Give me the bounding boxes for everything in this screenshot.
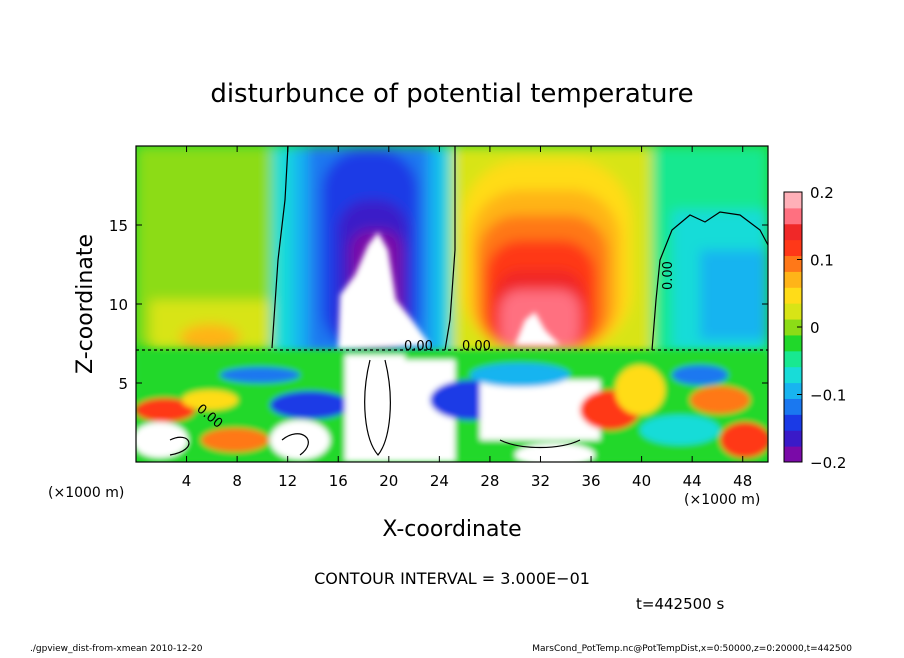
x-tick-label: 24 xyxy=(430,472,449,490)
footer-left: ./gpview_dist-from-xmean 2010-12-20 xyxy=(30,644,203,654)
colorbar xyxy=(783,191,803,463)
colorbar-tick-label: −0.1 xyxy=(810,387,846,405)
x-tick-label: 20 xyxy=(379,472,398,490)
y-tick-label: 10 xyxy=(109,296,128,314)
x-unit-right: (×1000 m) xyxy=(684,492,760,508)
contour-label: 0.00 xyxy=(462,339,491,354)
footer-right: MarsCond_PotTemp.nc@PotTempDist,x=0:5000… xyxy=(532,644,852,654)
y-tick-label: 15 xyxy=(109,217,128,235)
contour-lines xyxy=(136,146,768,456)
contour-label: 0.00 xyxy=(661,261,676,290)
x-tick-label: 32 xyxy=(531,472,550,490)
x-tick-label: 12 xyxy=(278,472,297,490)
x-tick-label: 8 xyxy=(232,472,242,490)
colorbar-swatch xyxy=(784,255,802,272)
x-tick-label: 36 xyxy=(581,472,600,490)
colorbar-swatch xyxy=(784,239,802,257)
y-tick-label: 5 xyxy=(118,375,128,393)
colorbar-ticks: 0.2 0.1 0 −0.1 −0.2 xyxy=(797,184,846,472)
colorbar-tick-label: 0.1 xyxy=(810,252,834,270)
colorbar-swatch xyxy=(784,350,802,368)
cold-core xyxy=(338,232,430,350)
colorbar-tick-label: 0.2 xyxy=(810,184,834,202)
colorbar-swatch xyxy=(784,319,802,336)
upper-field xyxy=(136,146,768,356)
y-axis: 5 10 15 xyxy=(109,217,768,393)
colorbar-swatch xyxy=(784,192,802,209)
x-axis: 4 8 12 16 20 24 28 32 36 40 44 48 xyxy=(182,146,752,490)
chart-title: disturbunce of potential temperature xyxy=(210,79,693,109)
colorbar-swatch xyxy=(784,271,802,288)
colorbar-swatch xyxy=(784,382,802,399)
x-tick-label: 44 xyxy=(683,472,702,490)
colorbar-swatch xyxy=(784,223,802,241)
time-label: t=442500 s xyxy=(636,595,724,613)
colorbar-swatch xyxy=(784,334,802,352)
plot-area xyxy=(136,146,768,462)
x-tick-label: 48 xyxy=(733,472,752,490)
colorbar-swatch xyxy=(784,430,802,447)
contour-interval: CONTOUR INTERVAL = 3.000E−01 xyxy=(314,569,590,588)
contour-label: 0.00 xyxy=(404,339,433,354)
warm-core xyxy=(515,312,560,345)
colorbar-swatch xyxy=(784,207,802,225)
x-unit-left: (×1000 m) xyxy=(48,485,124,501)
x-axis-label: X-coordinate xyxy=(382,517,521,542)
colorbar-swatch xyxy=(784,446,802,463)
x-tick-label: 40 xyxy=(632,472,651,490)
y-axis-label: Z-coordinate xyxy=(73,234,98,374)
colorbar-swatch xyxy=(784,366,802,384)
colorbar-swatch xyxy=(784,303,802,320)
colorbar-swatch xyxy=(784,414,802,431)
colorbar-tick-label: −0.2 xyxy=(810,454,846,472)
colorbar-swatch xyxy=(784,398,802,415)
colorbar-swatch xyxy=(784,287,802,304)
x-tick-label: 16 xyxy=(329,472,348,490)
lower-field xyxy=(136,350,768,462)
x-tick-label: 28 xyxy=(480,472,499,490)
colorbar-tick-label: 0 xyxy=(810,319,820,337)
x-tick-label: 4 xyxy=(182,472,192,490)
